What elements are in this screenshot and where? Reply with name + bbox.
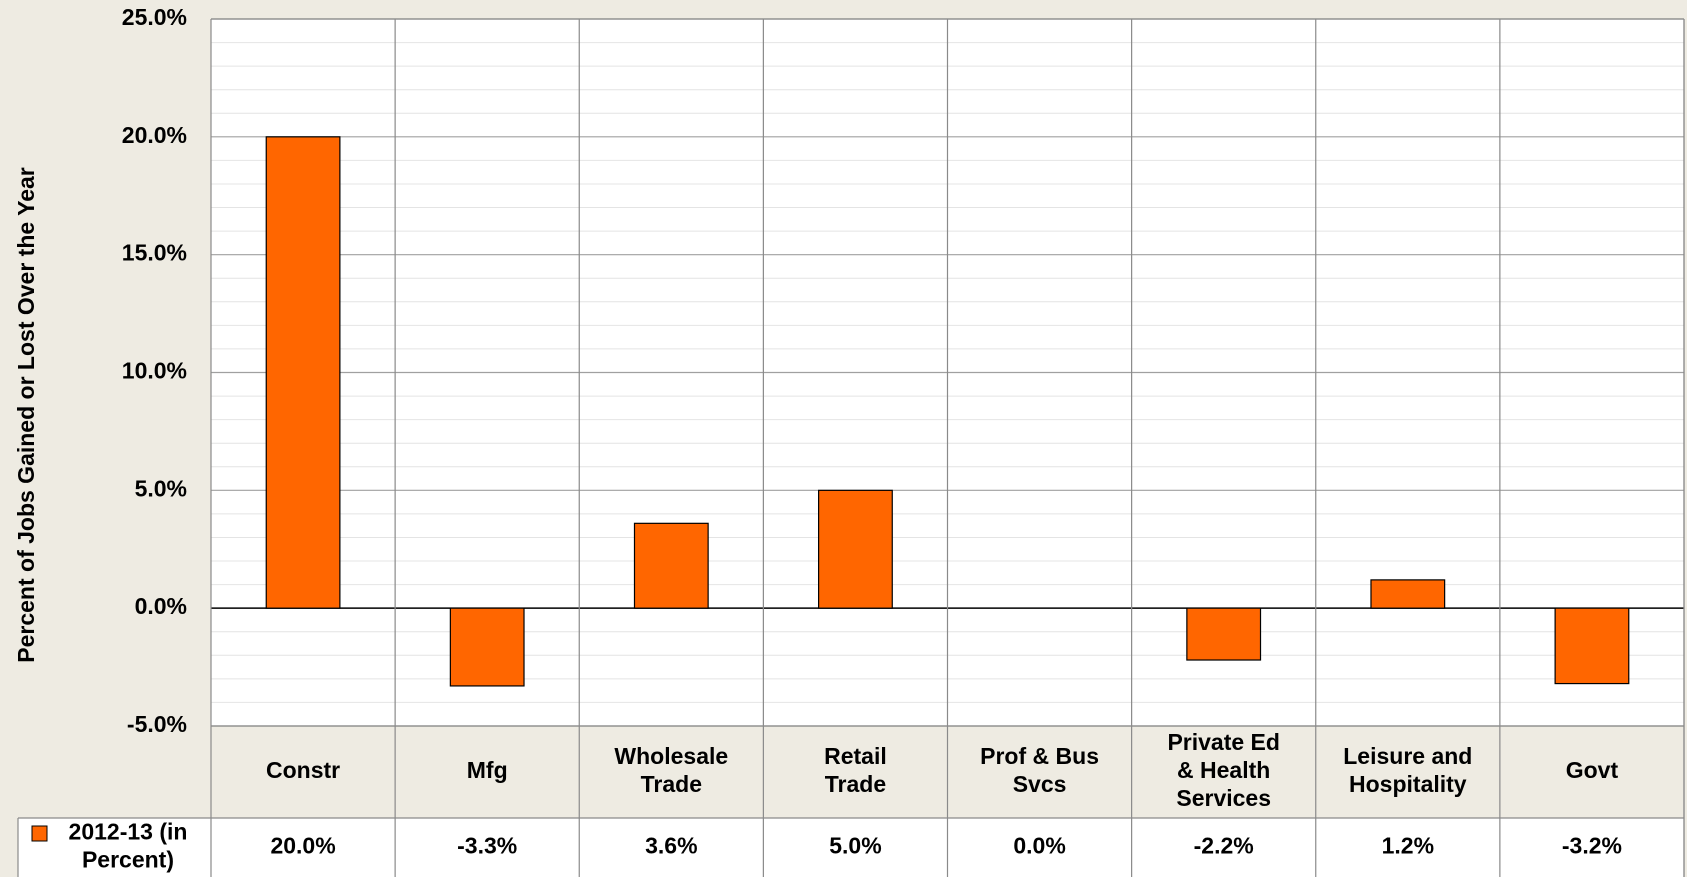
y-tick-label: 5.0% (135, 475, 187, 501)
bar (265, 136, 341, 609)
x-tick-label: Prof & Bus Svcs (980, 743, 1099, 797)
bar (449, 607, 525, 687)
bar (1554, 607, 1630, 685)
y-tick-label: 20.0% (122, 122, 187, 148)
legend-swatch (31, 825, 48, 842)
bar (1370, 579, 1446, 609)
value-label: 1.2% (1382, 833, 1434, 859)
value-label: 5.0% (829, 833, 881, 859)
y-tick-label: 10.0% (122, 358, 187, 384)
y-tick-label: 15.0% (122, 240, 187, 266)
x-tick-label: Retail Trade (824, 743, 887, 797)
bar (1186, 607, 1262, 661)
x-tick-label: Constr (266, 757, 340, 783)
legend-label: 2012-13 (in Percent) (69, 819, 188, 873)
x-tick-label: Wholesale Trade (614, 743, 728, 797)
value-label: -3.3% (457, 833, 517, 859)
table-value-row (18, 818, 1684, 877)
value-label: 0.0% (1013, 833, 1065, 859)
bar (633, 522, 709, 609)
x-tick-label: Private Ed & Health Services (1167, 729, 1280, 811)
x-tick-label: Leisure and Hospitality (1343, 743, 1472, 797)
x-tick-label: Mfg (467, 757, 508, 783)
y-tick-label: 0.0% (135, 593, 187, 619)
value-label: 3.6% (645, 833, 697, 859)
bar (818, 489, 893, 609)
y-axis-label: Percent of Jobs Gained or Lost Over the … (13, 167, 39, 663)
y-tick-label: -5.0% (127, 711, 187, 737)
value-label: 20.0% (270, 833, 335, 859)
x-tick-label: Govt (1566, 757, 1619, 783)
y-tick-label: 25.0% (122, 4, 187, 30)
value-label: -2.2% (1194, 833, 1254, 859)
value-label: -3.2% (1562, 833, 1622, 859)
